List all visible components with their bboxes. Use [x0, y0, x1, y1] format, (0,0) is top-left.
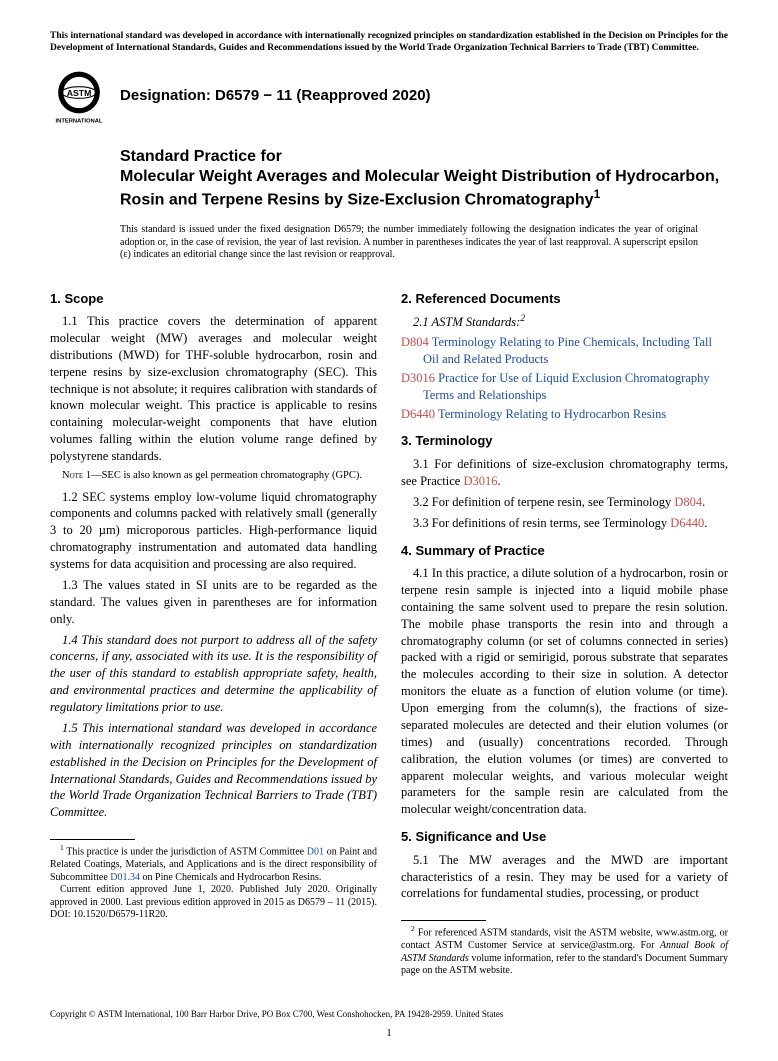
ref-num-d804[interactable]: D804 [401, 335, 429, 349]
link-d804[interactable]: D804 [674, 495, 702, 509]
top-committee-note: This international standard was develope… [50, 30, 728, 55]
refdocs-sub: 2.1 ASTM Standards:2 [413, 313, 728, 331]
scope-1-4: 1.4 This standard does not purport to ad… [50, 632, 377, 716]
footnote-1: 1 This practice is under the jurisdictio… [50, 843, 377, 884]
footnote-rule-right [401, 920, 486, 921]
term-3-1: 3.1 For definitions of size-exclusion ch… [401, 456, 728, 490]
ref-title-d6440[interactable]: Terminology Relating to Hydrocarbon Resi… [438, 407, 666, 421]
footnote-2: 2 For referenced ASTM standards, visit t… [401, 924, 728, 977]
astm-logo: ASTM INTERNATIONAL [50, 67, 108, 125]
scope-1-3: 1.3 The values stated in SI units are to… [50, 577, 377, 628]
footnote-1b: Current edition approved June 1, 2020. P… [50, 884, 377, 922]
ref-title-d3016[interactable]: Practice for Use of Liquid Exclusion Chr… [423, 371, 710, 402]
heading-terminology: 3. Terminology [401, 432, 728, 450]
heading-scope: 1. Scope [50, 290, 377, 308]
ref-title-d804[interactable]: Terminology Relating to Pine Chemicals, … [423, 335, 712, 366]
ref-d3016: D3016 Practice for Use of Liquid Exclusi… [401, 370, 728, 404]
heading-significance: 5. Significance and Use [401, 828, 728, 846]
scope-1-1: 1.1 This practice covers the determinati… [50, 313, 377, 465]
note-1: Note 1—SEC is also known as gel permeati… [50, 469, 377, 483]
heading-refdocs: 2. Referenced Documents [401, 290, 728, 308]
sig-5-1: 5.1 The MW averages and the MWD are impo… [401, 852, 728, 903]
svg-text:INTERNATIONAL: INTERNATIONAL [56, 118, 103, 124]
ref-num-d6440[interactable]: D6440 [401, 407, 435, 421]
issuance-note: This standard is issued under the fixed … [120, 224, 698, 262]
ref-d804: D804 Terminology Relating to Pine Chemic… [401, 334, 728, 368]
copyright-footer: Copyright © ASTM International, 100 Barr… [50, 1008, 728, 1020]
link-d3016[interactable]: D3016 [463, 474, 497, 488]
header-row: ASTM INTERNATIONAL Designation: D6579 − … [50, 67, 728, 125]
scope-1-2: 1.2 SEC systems employ low-volume liquid… [50, 489, 377, 573]
summary-4-1: 4.1 In this practice, a dilute solution … [401, 565, 728, 818]
ref-num-d3016[interactable]: D3016 [401, 371, 435, 385]
title-block: Standard Practice for Molecular Weight A… [120, 147, 728, 210]
term-3-2: 3.2 For definition of terpene resin, see… [401, 494, 728, 511]
heading-summary: 4. Summary of Practice [401, 542, 728, 560]
scope-1-5: 1.5 This international standard was deve… [50, 720, 377, 821]
link-d6440[interactable]: D6440 [670, 516, 704, 530]
ref-d6440: D6440 Terminology Relating to Hydrocarbo… [401, 406, 728, 423]
footnote-rule-left [50, 839, 135, 840]
link-d01-34[interactable]: D01.34 [110, 872, 140, 883]
term-3-3: 3.3 For definitions of resin terms, see … [401, 515, 728, 532]
designation-text: Designation: D6579 − 11 (Reapproved 2020… [120, 86, 431, 106]
body-columns: 1. Scope 1.1 This practice covers the de… [50, 280, 728, 978]
page-number: 1 [50, 1026, 728, 1041]
title-prefix: Standard Practice for [120, 147, 728, 167]
title-main: Molecular Weight Averages and Molecular … [120, 167, 728, 210]
svg-text:ASTM: ASTM [67, 88, 92, 98]
link-d01[interactable]: D01 [307, 847, 324, 858]
